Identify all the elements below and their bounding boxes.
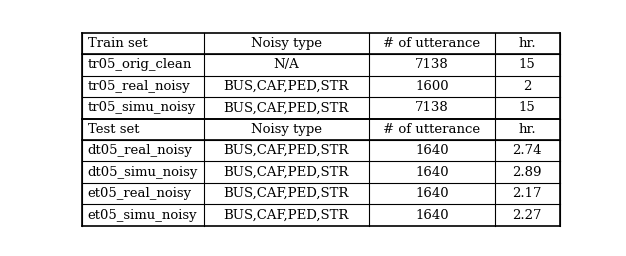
Text: 1640: 1640 (415, 187, 449, 200)
Text: tr05_simu_noisy: tr05_simu_noisy (88, 101, 196, 114)
Text: BUS,CAF,PED,STR: BUS,CAF,PED,STR (223, 166, 349, 179)
Text: Noisy type: Noisy type (251, 123, 322, 136)
Text: et05_real_noisy: et05_real_noisy (88, 187, 192, 200)
Text: 2: 2 (523, 80, 531, 93)
Text: et05_simu_noisy: et05_simu_noisy (88, 209, 197, 222)
Text: N/A: N/A (274, 58, 299, 71)
Text: hr.: hr. (518, 37, 536, 50)
Text: dt05_simu_noisy: dt05_simu_noisy (88, 166, 198, 179)
Text: # of utterance: # of utterance (383, 37, 480, 50)
Text: BUS,CAF,PED,STR: BUS,CAF,PED,STR (223, 80, 349, 93)
Text: dt05_real_noisy: dt05_real_noisy (88, 144, 193, 157)
Text: 1640: 1640 (415, 166, 449, 179)
Text: BUS,CAF,PED,STR: BUS,CAF,PED,STR (223, 144, 349, 157)
Text: Noisy type: Noisy type (251, 37, 322, 50)
Text: 2.89: 2.89 (513, 166, 542, 179)
Text: 15: 15 (519, 101, 536, 114)
Text: hr.: hr. (518, 123, 536, 136)
Text: BUS,CAF,PED,STR: BUS,CAF,PED,STR (223, 187, 349, 200)
Text: Test set: Test set (88, 123, 140, 136)
Text: BUS,CAF,PED,STR: BUS,CAF,PED,STR (223, 209, 349, 222)
Text: 1600: 1600 (415, 80, 449, 93)
Text: 7138: 7138 (415, 58, 449, 71)
Text: tr05_real_noisy: tr05_real_noisy (88, 80, 190, 93)
Text: 2.17: 2.17 (513, 187, 542, 200)
Text: 15: 15 (519, 58, 536, 71)
Text: Train set: Train set (88, 37, 148, 50)
Text: 1640: 1640 (415, 209, 449, 222)
Text: 2.74: 2.74 (513, 144, 542, 157)
Text: tr05_orig_clean: tr05_orig_clean (88, 58, 192, 71)
Text: 2.27: 2.27 (513, 209, 542, 222)
Text: BUS,CAF,PED,STR: BUS,CAF,PED,STR (223, 101, 349, 114)
Text: # of utterance: # of utterance (383, 123, 480, 136)
Text: 7138: 7138 (415, 101, 449, 114)
Text: 1640: 1640 (415, 144, 449, 157)
